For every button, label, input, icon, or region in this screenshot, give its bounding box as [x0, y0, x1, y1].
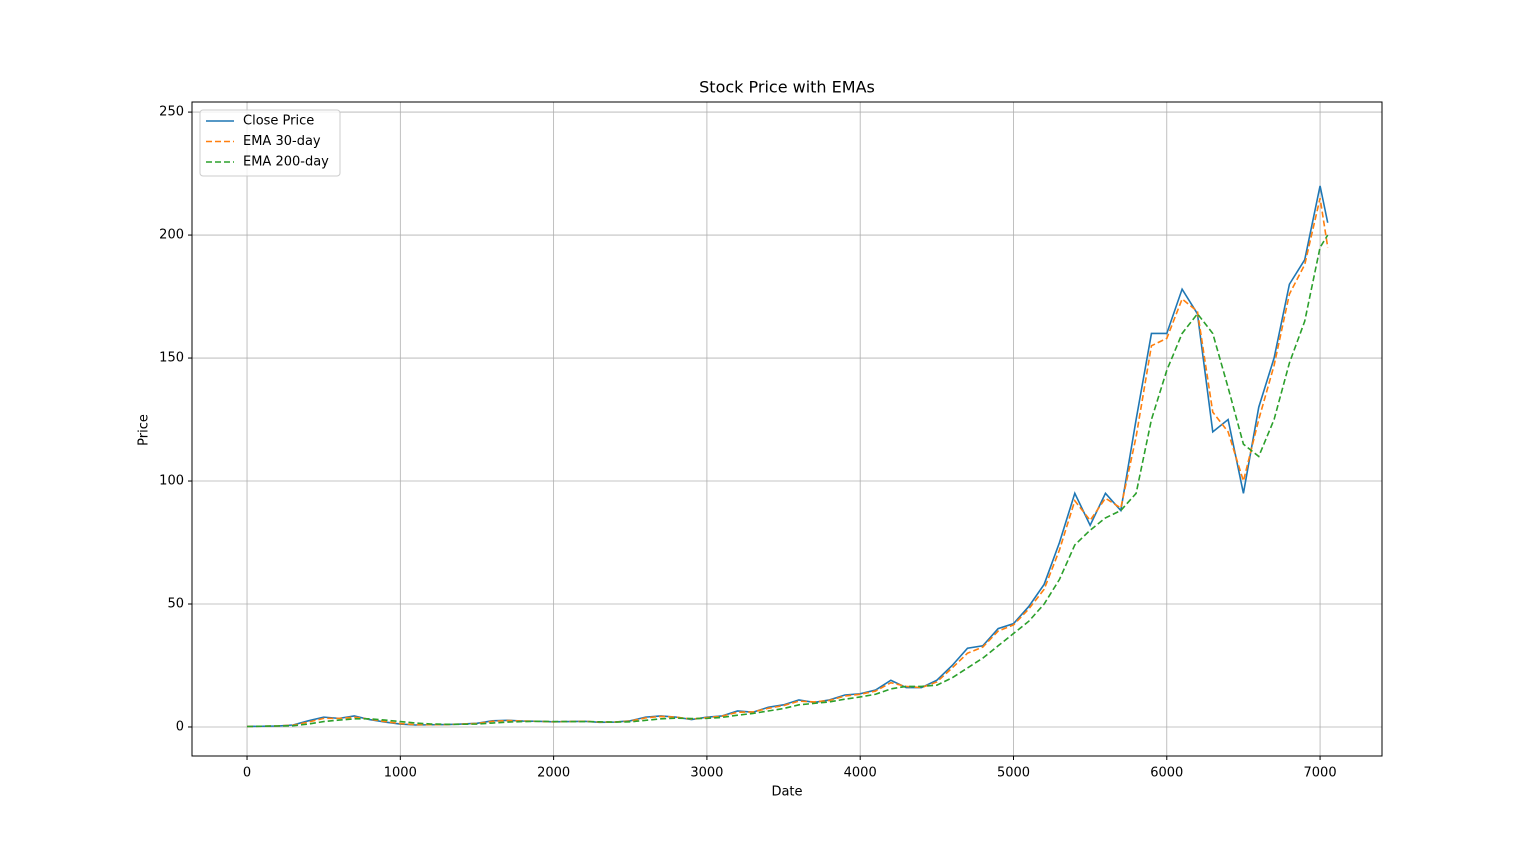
x-tick-label: 1000 — [384, 766, 417, 781]
y-tick-label: 150 — [159, 351, 184, 366]
y-axis-label: Price — [137, 414, 152, 446]
legend-box — [199, 109, 341, 177]
x-tick-label: 3000 — [690, 766, 723, 781]
x-tick-label: 4000 — [844, 766, 877, 781]
chart-title: Stock Price with EMAs — [699, 78, 875, 97]
legend-label: EMA 30-day — [243, 134, 321, 149]
series-line — [247, 234, 1329, 728]
series-line — [247, 197, 1329, 728]
y-tick-label: 100 — [159, 474, 184, 489]
y-tick-label: 50 — [167, 596, 184, 611]
series-line — [247, 185, 1329, 728]
x-tick-label: 0 — [243, 766, 251, 781]
x-tick-label: 2000 — [537, 766, 570, 781]
y-tick-label: 0 — [176, 719, 184, 734]
x-tick-label: 6000 — [1150, 766, 1183, 781]
x-tick-label: 5000 — [997, 766, 1030, 781]
legend-label: Close Price — [243, 114, 314, 129]
y-tick-label: 200 — [159, 228, 184, 243]
x-tick-label: 7000 — [1304, 766, 1337, 781]
x-axis-label: Date — [771, 785, 802, 800]
y-tick-label: 250 — [159, 105, 184, 120]
legend-label: EMA 200-day — [243, 155, 329, 170]
plot-frame — [191, 101, 1383, 757]
legend: Close Price EMA 30-day EMA 200-day — [199, 109, 341, 177]
